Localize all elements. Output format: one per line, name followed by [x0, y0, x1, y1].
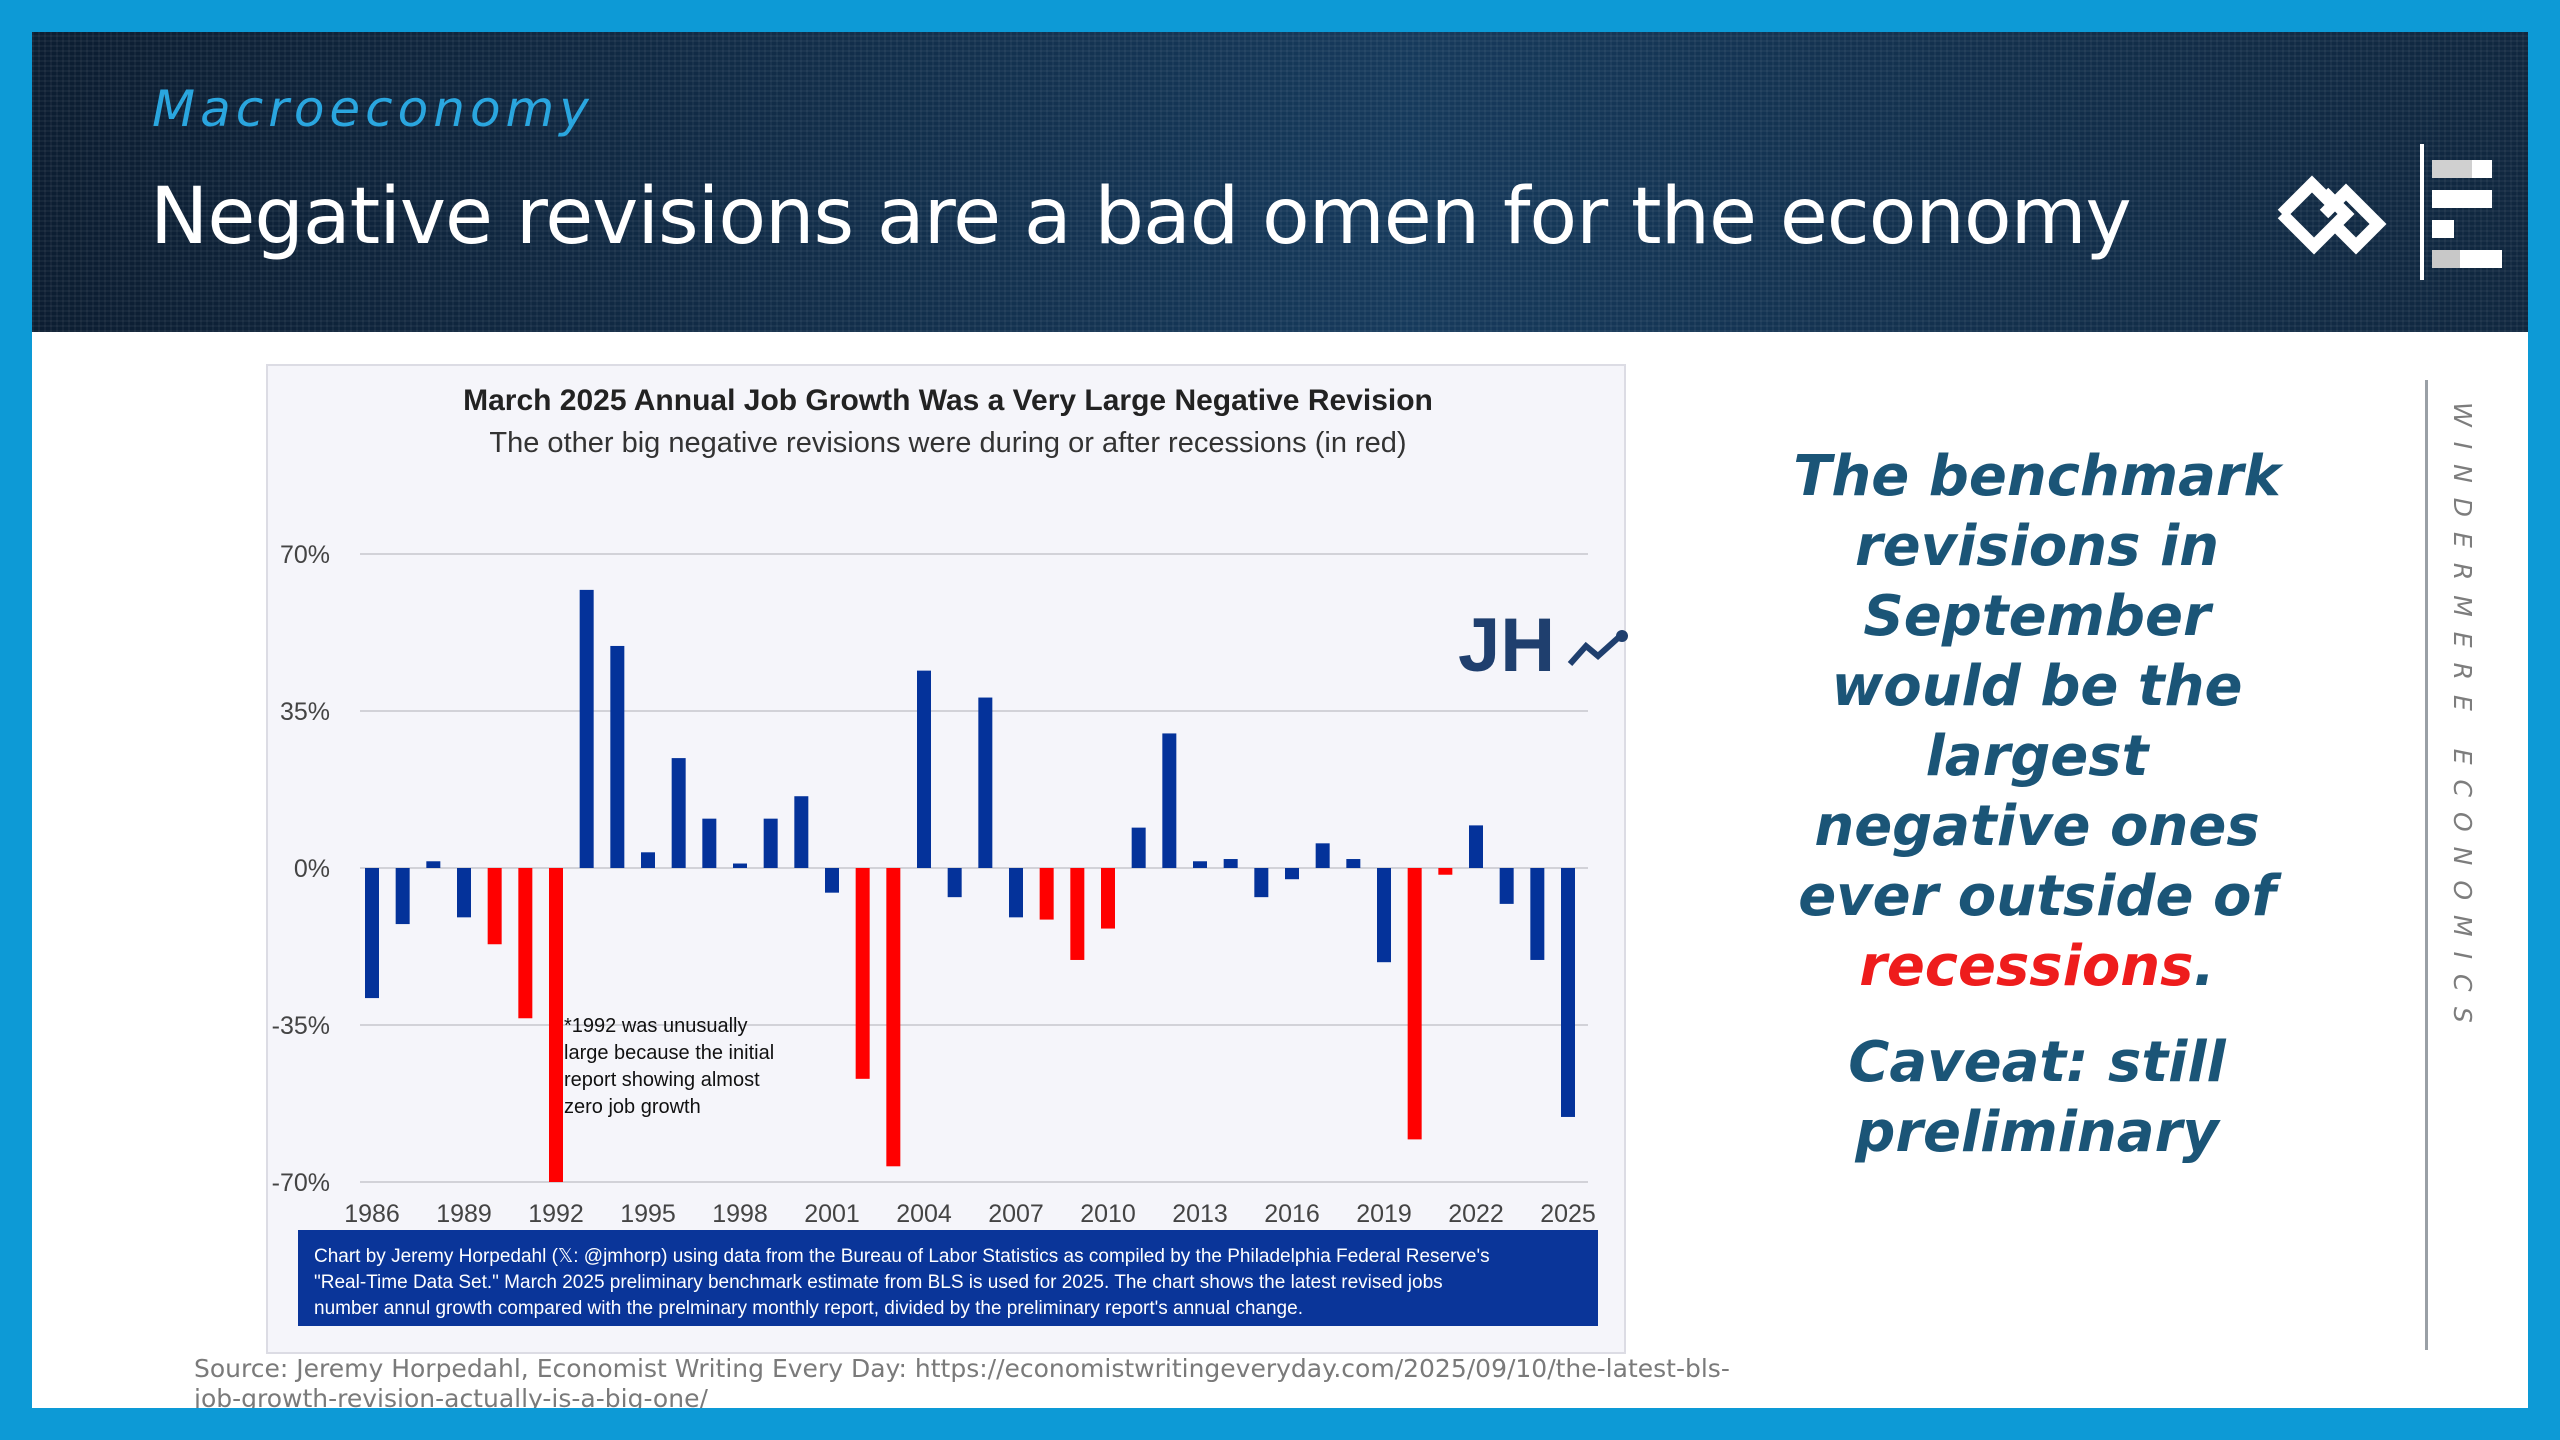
- annotation-line: large because the initial: [564, 1042, 774, 1064]
- header-banner: Macroeconomy Negative revisions are a ba…: [32, 32, 2528, 332]
- bar-2020: [1407, 868, 1422, 1140]
- bar-2022: [1469, 825, 1483, 868]
- bar-2024: [1530, 868, 1545, 960]
- y-tick-label: 35%: [280, 698, 330, 726]
- bar-2016: [1285, 868, 1299, 880]
- footnote-line: Chart by Jeremy Horpedahl (𝕏: @jmhorp) u…: [314, 1246, 1490, 1267]
- bar-2013: [1193, 861, 1207, 868]
- bar-1998: [733, 863, 747, 868]
- x-tick-label: 2013: [1172, 1200, 1228, 1228]
- bar-2006: [978, 697, 993, 868]
- jh-logo-text: JH: [1458, 603, 1555, 688]
- x-tick-label: 2001: [804, 1200, 860, 1228]
- x-tick-label: 1998: [712, 1200, 768, 1228]
- bar-2025: [1561, 868, 1575, 1117]
- bar-1994: [610, 645, 625, 868]
- bar-2001: [825, 868, 839, 893]
- x-tick-label: 2019: [1356, 1200, 1412, 1228]
- section-label: Macroeconomy: [152, 80, 594, 138]
- bar-2023: [1499, 868, 1514, 904]
- footnote-box: [298, 1230, 1598, 1326]
- x-tick-label: 1992: [528, 1200, 584, 1228]
- bar-1995: [641, 852, 655, 868]
- bar-2002: [855, 868, 870, 1079]
- x-tick-label: 2004: [896, 1200, 952, 1228]
- bar-2010: [1101, 868, 1115, 929]
- x-tick-label: 2025: [1540, 1200, 1596, 1228]
- callout-main: The benchmark revisions in September wou…: [1782, 442, 2292, 1002]
- bar-2015: [1254, 868, 1269, 898]
- bar-2014: [1223, 859, 1238, 868]
- x-tick-label: 1995: [620, 1200, 676, 1228]
- bar-2018: [1346, 859, 1361, 868]
- bar-1993: [579, 589, 594, 868]
- y-tick-label: 70%: [280, 541, 330, 569]
- bar-2008: [1039, 868, 1054, 920]
- annotation-line: *1992 was unusually: [564, 1015, 747, 1037]
- slide: Macroeconomy Negative revisions are a ba…: [32, 32, 2528, 1408]
- chart-subtitle: The other big negative revisions were du…: [489, 427, 1406, 459]
- bar-2007: [1009, 868, 1023, 918]
- bar-2011: [1131, 827, 1146, 868]
- chart-panel: March 2025 Annual Job Growth Was a Very …: [266, 364, 1628, 1354]
- bar-1986: [365, 868, 379, 999]
- jh-logo: JH: [1458, 603, 1628, 688]
- x-tick-label: 2007: [988, 1200, 1044, 1228]
- callout-main-text: The benchmark revisions in September wou…: [1793, 444, 2281, 929]
- bar-1997: [702, 818, 717, 868]
- y-tick-label: -70%: [272, 1169, 330, 1197]
- bar-1989: [457, 868, 471, 918]
- annotation-1992: *1992 was unusually large because the in…: [564, 1015, 774, 1118]
- bar-chart: March 2025 Annual Job Growth Was a Very …: [272, 384, 1628, 1326]
- bar-1996: [671, 758, 686, 868]
- bar-1992: [549, 868, 563, 1182]
- x-tick-label: 1989: [436, 1200, 492, 1228]
- page-title: Negative revisions are a bad omen for th…: [150, 172, 2132, 262]
- annotation-line: zero job growth: [564, 1096, 701, 1118]
- y-tick-label: 0%: [294, 855, 330, 883]
- bar-2009: [1070, 868, 1085, 960]
- x-tick-label: 2022: [1448, 1200, 1504, 1228]
- bar-2017: [1315, 843, 1330, 868]
- bar-2004: [917, 670, 931, 868]
- windermere-logo-icon: [2277, 144, 2502, 280]
- bar-2000: [794, 796, 809, 868]
- callout-text: The benchmark revisions in September wou…: [1782, 442, 2292, 1168]
- x-tick-label: 1986: [344, 1200, 400, 1228]
- bar-2021: [1438, 868, 1453, 875]
- side-divider: [2425, 380, 2428, 1350]
- bar-2012: [1162, 733, 1177, 868]
- callout-period: .: [2193, 934, 2215, 999]
- footnote-line: "Real-Time Data Set." March 2025 prelimi…: [314, 1272, 1443, 1293]
- callout-highlight: recessions: [1859, 934, 2194, 999]
- bar-1991: [518, 868, 533, 1019]
- x-tick-label: 2010: [1080, 1200, 1136, 1228]
- annotation-line: report showing almost: [564, 1069, 760, 1091]
- bar-1988: [426, 861, 441, 868]
- y-tick-label: -35%: [272, 1012, 330, 1040]
- chart-footnote: Chart by Jeremy Horpedahl (𝕏: @jmhorp) u…: [298, 1230, 1598, 1326]
- source-citation: Source: Jeremy Horpedahl, Economist Writ…: [194, 1354, 1730, 1408]
- chart-title: March 2025 Annual Job Growth Was a Very …: [463, 384, 1433, 417]
- x-tick-label: 2016: [1264, 1200, 1320, 1228]
- bar-1987: [395, 868, 410, 925]
- trend-dot-icon: [1616, 630, 1628, 642]
- bar-2003: [886, 868, 901, 1167]
- bar-2005: [947, 868, 962, 898]
- trend-line-icon: [1567, 635, 1621, 666]
- callout-caveat: Caveat: still preliminary: [1848, 1030, 2226, 1165]
- bar-1999: [763, 818, 778, 868]
- bar-1990: [487, 868, 502, 945]
- side-brand: WINDERMERE ECONOMICS: [2448, 402, 2477, 1038]
- footnote-line: number annul growth compared with the pr…: [314, 1298, 1303, 1319]
- bar-2019: [1377, 868, 1391, 963]
